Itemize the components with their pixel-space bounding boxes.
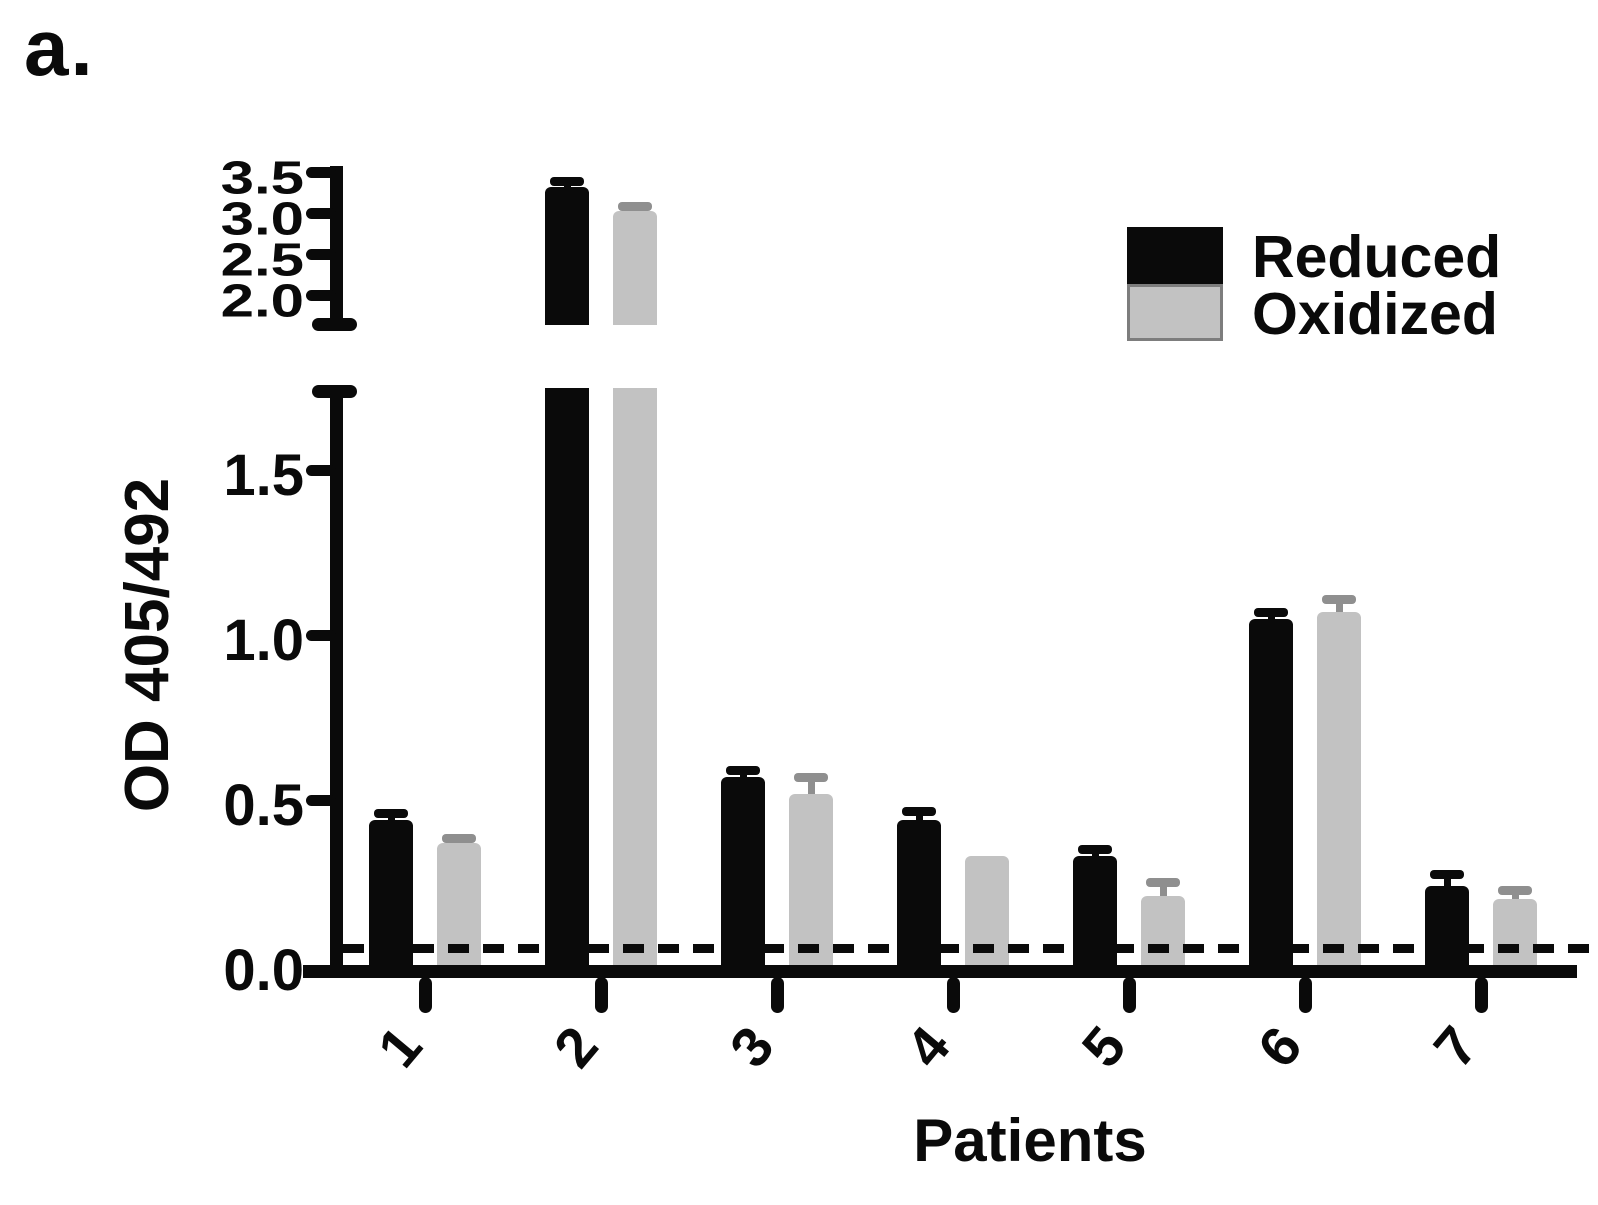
- error-bar-cap-bar-reduced-patient-7: [1430, 869, 1464, 879]
- x-tick-patient-1: [418, 977, 432, 1013]
- legend-label-reduced: Reduced: [1252, 224, 1502, 290]
- bar-reduced-patient-4: [897, 819, 941, 965]
- y-tick-label-0.0: 0.0: [223, 938, 304, 1003]
- x-tick-label-patient-3: 3: [717, 1014, 786, 1079]
- error-bar-stem-bar-oxidized-patient-3: [807, 777, 815, 794]
- bar-oxidized-patient-5: [1141, 895, 1185, 965]
- x-tick-label-patient-4: 4: [893, 1014, 962, 1079]
- legend-label-oxidized: Oxidized: [1252, 281, 1498, 347]
- x-tick-label-patient-5: 5: [1069, 1014, 1138, 1079]
- bar-oxidized-patient-6: [1317, 612, 1361, 965]
- bar-reduced-patient-2-upper: [545, 186, 589, 325]
- error-bar-cap-bar-oxidized-patient-6: [1322, 594, 1356, 604]
- y-tick-label-1.5: 1.5: [223, 443, 304, 509]
- bar-reduced-patient-6: [1249, 618, 1293, 965]
- error-bar-cap-bar-oxidized-patient-3: [794, 772, 828, 782]
- y-tick-label-2.0: 2.0: [220, 274, 304, 327]
- y-axis-lower-break-cap: [312, 385, 357, 398]
- error-bar-cap-bar-reduced-patient-6: [1254, 607, 1288, 617]
- legend-swatch-oxidized: [1127, 284, 1223, 341]
- y-axis-upper-break-cap: [312, 318, 357, 331]
- panel-label: a.: [24, 3, 95, 92]
- y-tick-3.5: [306, 166, 336, 178]
- x-tick-patient-2: [594, 977, 608, 1013]
- bar-reduced-patient-1: [369, 819, 413, 965]
- cutoff-line: [343, 944, 1592, 953]
- y-axis-lower: [330, 385, 343, 978]
- x-axis-title: Patients: [913, 1107, 1147, 1174]
- error-bar-cap-bar-oxidized-patient-1: [442, 833, 476, 843]
- y-tick-label-3.5: 3.5: [220, 151, 304, 204]
- error-bar-stem-bar-oxidized-patient-6: [1335, 599, 1343, 613]
- y-tick-2.5: [306, 248, 336, 260]
- x-tick-patient-7: [1474, 977, 1488, 1013]
- y-tick-label-0.5: 0.5: [223, 773, 304, 839]
- y-tick-label-3.0: 3.0: [220, 192, 304, 245]
- y-tick-3.0: [306, 207, 336, 219]
- error-bar-cap-bar-reduced-patient-5: [1078, 845, 1112, 855]
- y-tick-1.5: [306, 464, 336, 476]
- x-tick-label-patient-2: 2: [541, 1014, 610, 1079]
- error-bar-cap-bar-reduced-patient-4: [902, 807, 936, 817]
- x-axis: [303, 965, 1577, 978]
- x-tick-label-patient-1: 1: [365, 1014, 434, 1079]
- error-bar-cap-bar-reduced-patient-2: [550, 177, 584, 187]
- y-tick-2.0: [306, 289, 336, 301]
- x-tick-label-patient-7: 7: [1421, 1014, 1490, 1079]
- error-bar-cap-bar-reduced-patient-3: [726, 765, 760, 775]
- error-bar-cap-bar-oxidized-patient-7: [1498, 886, 1532, 896]
- x-tick-patient-3: [770, 977, 784, 1013]
- error-bar-cap-bar-reduced-patient-1: [374, 808, 408, 818]
- error-bar-stem-bar-reduced-patient-7: [1443, 874, 1451, 886]
- legend: Reduced Oxidized: [1127, 227, 1587, 347]
- x-tick-patient-6: [1298, 977, 1312, 1013]
- bar-oxidized-patient-3: [789, 793, 833, 965]
- y-tick-label-2.5: 2.5: [220, 233, 304, 286]
- bar-oxidized-patient-7: [1493, 899, 1537, 965]
- bar-reduced-patient-7: [1425, 885, 1469, 965]
- y-tick-label-1.0: 1.0: [223, 608, 304, 674]
- bar-oxidized-patient-2-lower: [613, 388, 657, 965]
- y-tick-1.0: [306, 629, 336, 641]
- error-bar-cap-bar-oxidized-patient-5: [1146, 878, 1180, 888]
- bar-oxidized-patient-2-upper: [613, 211, 657, 325]
- x-tick-label-patient-6: 6: [1245, 1014, 1314, 1079]
- legend-swatch-reduced: [1127, 227, 1223, 284]
- bar-reduced-patient-3: [721, 777, 765, 965]
- bar-reduced-patient-2-lower: [545, 388, 589, 965]
- x-tick-patient-4: [946, 977, 960, 1013]
- x-tick-patient-5: [1122, 977, 1136, 1013]
- y-tick-0.5: [306, 794, 336, 806]
- error-bar-stem-bar-oxidized-patient-5: [1159, 882, 1167, 896]
- y-axis-upper: [330, 166, 343, 325]
- error-bar-cap-bar-oxidized-patient-2: [618, 201, 652, 211]
